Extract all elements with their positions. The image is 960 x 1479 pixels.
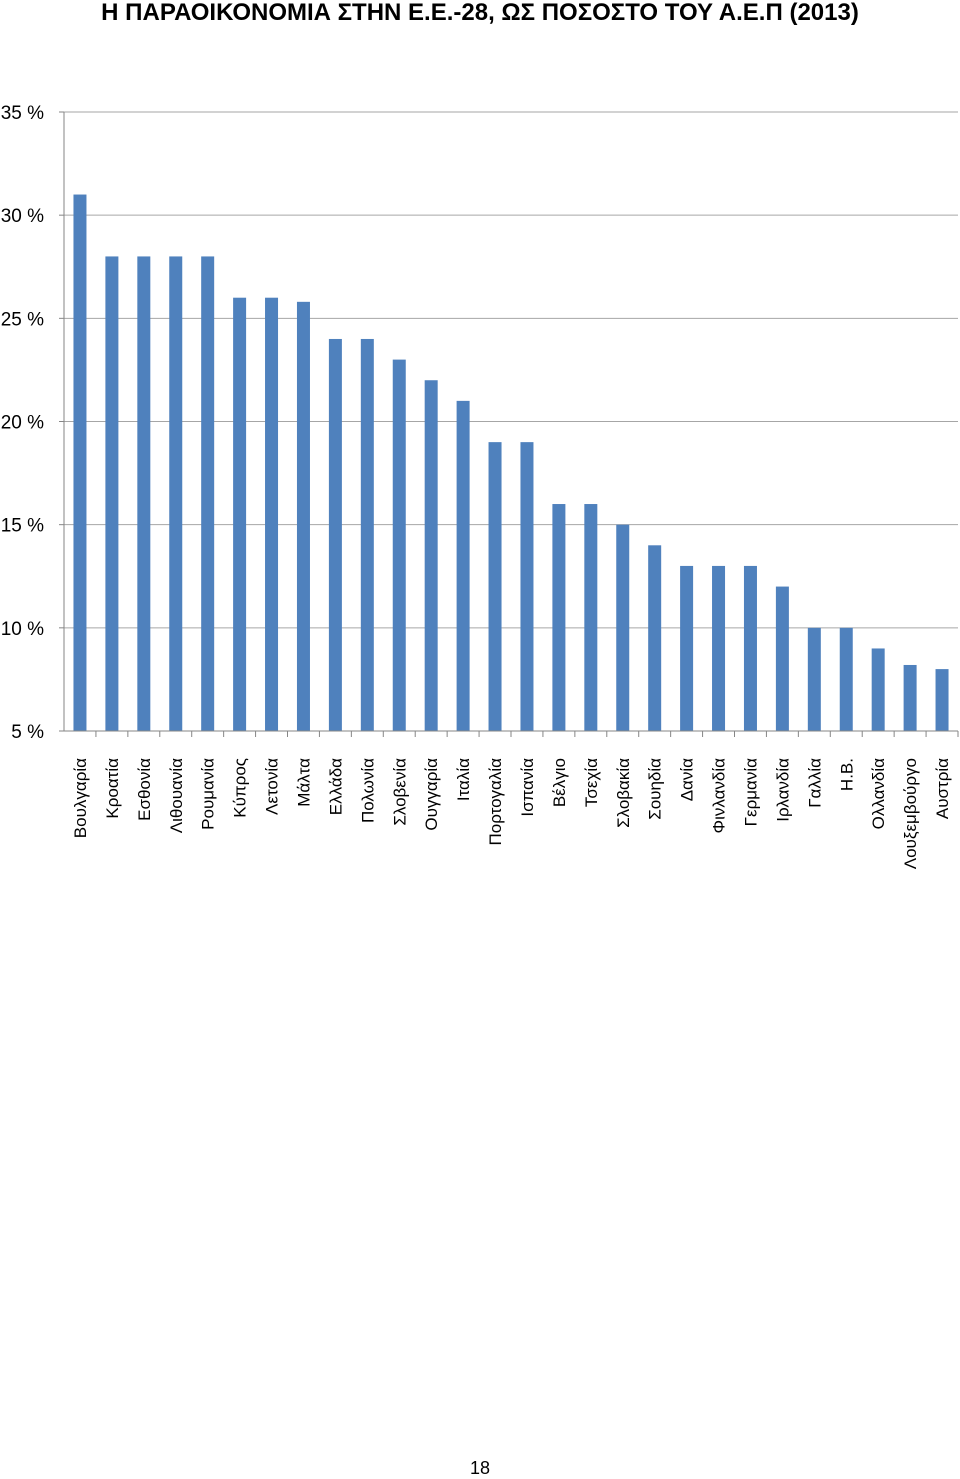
bar (807, 627, 821, 731)
x-tick-label: Αυστρία (933, 758, 952, 819)
x-tick-label: Ιταλία (454, 758, 473, 801)
x-tick-label: Δανία (678, 758, 697, 801)
x-tick-label: Ολλανδία (869, 758, 888, 830)
x-tick-label: Βουλγαρία (71, 758, 90, 838)
axes (59, 111, 959, 737)
y-tick-label: 15 % (1, 516, 44, 537)
x-tick-label: Λιθουανία (167, 758, 186, 833)
bar (169, 256, 183, 731)
x-tick-label: Γαλλία (805, 758, 824, 808)
bar (712, 565, 726, 731)
bar (360, 338, 374, 731)
bar (616, 524, 630, 731)
bar (648, 545, 662, 731)
y-tick-label: 35 % (1, 103, 44, 124)
bar (233, 297, 247, 731)
x-tick-label: Μάλτα (294, 758, 313, 807)
chart-title: Η ΠΑΡΑΟΙΚΟΝΟΜΙΑ ΣΤΗΝ Ε.Ε.-28, ΩΣ ΠΟΣΟΣΤΟ… (101, 0, 859, 26)
x-tick-label: Κύπρος (231, 758, 250, 818)
y-tick-label: 20 % (1, 413, 44, 434)
bar (488, 442, 502, 731)
bar (903, 664, 917, 731)
x-tick-label: Λουξεμβούργο (901, 758, 920, 869)
x-tick-label: Σλοβακία (614, 758, 633, 828)
bar (296, 301, 310, 731)
bar (265, 297, 279, 731)
bar (935, 669, 949, 731)
bar (424, 380, 438, 731)
x-tick-label: Ρουμανία (199, 758, 218, 830)
bar (73, 194, 87, 731)
x-tick-label: Ιρλανδία (773, 758, 792, 822)
x-tick-label: Φινλανδία (710, 758, 729, 834)
bar (743, 565, 757, 731)
bar (392, 359, 406, 731)
y-tick-label: 30 % (1, 206, 44, 227)
bar (520, 442, 534, 731)
gridlines (64, 111, 958, 629)
bar (137, 256, 151, 731)
y-axis-tick-labels: 5 % 10 % 15 % 20 % 25 % 30 % 35 % (1, 103, 44, 743)
bar (552, 504, 566, 731)
x-tick-label: Εσθονία (135, 758, 154, 821)
x-tick-label: Γερμανία (741, 758, 760, 827)
bar (105, 256, 119, 731)
x-tick-label: Σλοβενία (390, 758, 409, 826)
bar-chart: 5 % 10 % 15 % 20 % 25 % 30 % 35 % Βουλγαρία Κρο… (1, 103, 959, 869)
x-tick-label: Ελλάδα (326, 758, 345, 815)
bar (328, 338, 342, 731)
x-tick-label: Κροατία (103, 758, 122, 819)
x-tick-label: Πορτογαλία (486, 758, 505, 846)
bars (73, 194, 949, 731)
bar (201, 256, 215, 731)
x-axis-tick-labels: Βουλγαρία Κροατία Εσθονία Λιθουανία Ρουμανία… (71, 758, 952, 869)
x-tick-label: Ισπανία (518, 758, 537, 817)
x-tick-label: Λετονία (263, 758, 282, 815)
bar (839, 627, 853, 731)
x-tick-label: Η.Β. (837, 758, 856, 791)
bar (775, 586, 789, 731)
y-tick-label: 5 % (11, 722, 44, 743)
x-tick-label: Πολωνία (358, 758, 377, 823)
bar (456, 400, 470, 731)
x-tick-label: Βέλγιο (550, 758, 569, 807)
x-tick-label: Σουηδία (646, 758, 665, 820)
page-number: 18 (469, 1458, 491, 1478)
y-tick-label: 25 % (1, 309, 44, 330)
bar (871, 648, 885, 731)
bar (680, 565, 694, 731)
x-tick-label: Ουγγαρία (422, 758, 441, 831)
y-tick-label: 10 % (1, 619, 44, 640)
x-tick-label: Τσεχία (582, 758, 601, 807)
bar (584, 504, 598, 731)
